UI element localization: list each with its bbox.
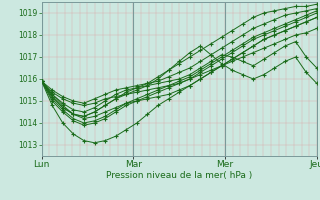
X-axis label: Pression niveau de la mer( hPa ): Pression niveau de la mer( hPa ) [106,171,252,180]
